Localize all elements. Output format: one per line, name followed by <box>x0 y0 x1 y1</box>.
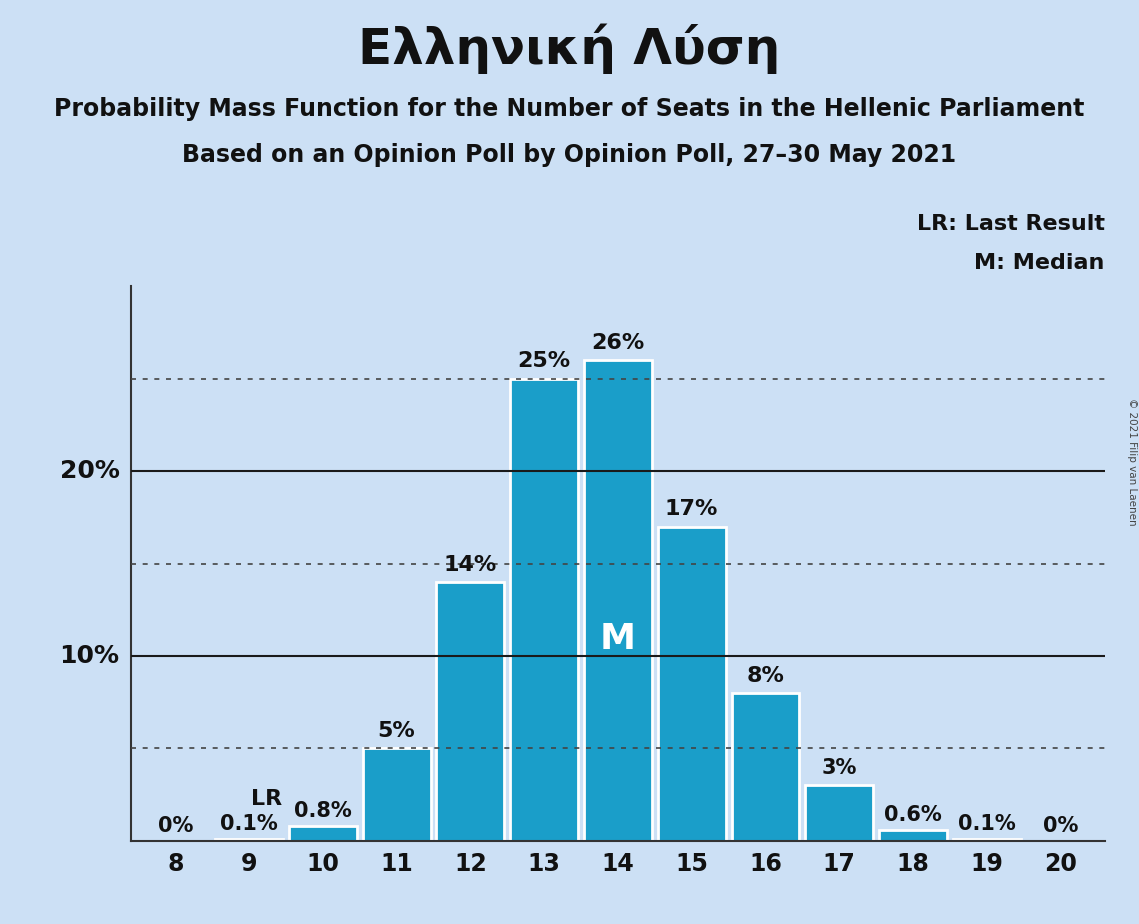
Text: LR: Last Result: LR: Last Result <box>917 214 1105 235</box>
Text: 10%: 10% <box>59 644 120 668</box>
Text: © 2021 Filip van Laenen: © 2021 Filip van Laenen <box>1126 398 1137 526</box>
Text: 20%: 20% <box>59 459 120 483</box>
Text: 0.6%: 0.6% <box>884 805 942 825</box>
Text: 8%: 8% <box>746 665 785 686</box>
Text: 3%: 3% <box>821 758 857 778</box>
Bar <box>362 748 431 841</box>
Text: M: Median: M: Median <box>975 253 1105 274</box>
Bar <box>879 830 947 841</box>
Bar <box>215 839 282 841</box>
Text: Based on an Opinion Poll by Opinion Poll, 27–30 May 2021: Based on an Opinion Poll by Opinion Poll… <box>182 143 957 167</box>
Text: 14%: 14% <box>444 554 497 575</box>
Text: 0%: 0% <box>1043 816 1079 836</box>
Text: 0%: 0% <box>157 816 192 836</box>
Bar <box>731 693 800 841</box>
Text: 0.1%: 0.1% <box>220 814 278 834</box>
Bar <box>584 360 652 841</box>
Bar <box>510 379 579 841</box>
Text: LR: LR <box>251 789 282 809</box>
Bar <box>805 785 874 841</box>
Text: 17%: 17% <box>665 499 719 519</box>
Text: 0.8%: 0.8% <box>294 801 352 821</box>
Bar <box>657 527 726 841</box>
Text: Probability Mass Function for the Number of Seats in the Hellenic Parliament: Probability Mass Function for the Number… <box>55 97 1084 121</box>
Bar <box>953 839 1021 841</box>
Text: 5%: 5% <box>378 721 416 741</box>
Bar <box>289 826 357 841</box>
Bar <box>436 582 505 841</box>
Text: 26%: 26% <box>591 333 645 353</box>
Text: M: M <box>600 622 636 656</box>
Text: Ελληνική Λύση: Ελληνική Λύση <box>359 23 780 74</box>
Text: 25%: 25% <box>517 351 571 371</box>
Text: 0.1%: 0.1% <box>958 814 1016 834</box>
